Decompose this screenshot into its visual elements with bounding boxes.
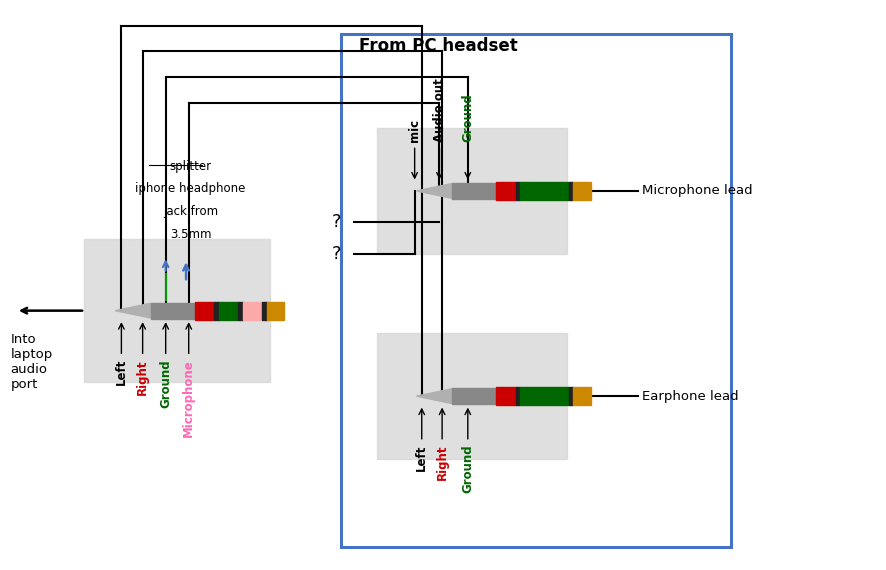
Bar [238, 302, 243, 320]
Bar [267, 302, 284, 320]
Bar [377, 333, 567, 459]
Text: Ground: Ground [462, 94, 474, 142]
Bar [377, 128, 567, 254]
Bar [151, 303, 195, 319]
Bar [496, 182, 516, 200]
Bar [262, 302, 267, 320]
Bar [341, 34, 731, 547]
Text: Microphone lead: Microphone lead [642, 185, 753, 197]
Bar [452, 183, 496, 199]
Bar [195, 302, 214, 320]
Text: iphone headphone: iphone headphone [136, 182, 245, 196]
Bar [573, 387, 591, 405]
Text: splitter: splitter [169, 160, 212, 173]
Text: 3.5mm: 3.5mm [170, 228, 211, 241]
Text: Microphone: Microphone [183, 359, 195, 437]
Text: Audio out: Audio out [433, 79, 446, 142]
Bar [516, 182, 520, 200]
Bar [573, 182, 591, 200]
Text: Ground: Ground [462, 445, 474, 493]
Bar [452, 388, 496, 404]
Polygon shape [416, 184, 452, 198]
Bar [219, 302, 238, 320]
Text: Right: Right [436, 445, 448, 480]
Text: Ground: Ground [159, 359, 172, 408]
Bar [243, 302, 262, 320]
Polygon shape [115, 303, 151, 318]
Text: Into
laptop
audio
port: Into laptop audio port [11, 333, 53, 392]
Text: Left: Left [115, 359, 128, 385]
Text: ?: ? [331, 245, 341, 263]
Text: From PC headset: From PC headset [359, 37, 517, 55]
Bar [520, 182, 569, 200]
Bar [496, 387, 516, 405]
Bar [569, 182, 573, 200]
Bar [569, 387, 573, 405]
Text: jack from: jack from [163, 205, 218, 218]
Text: ?: ? [331, 213, 341, 231]
Bar [84, 239, 270, 382]
Bar [214, 302, 219, 320]
Text: Right: Right [136, 359, 149, 394]
Text: mic: mic [408, 119, 421, 142]
Text: Left: Left [416, 445, 428, 471]
Text: Earphone lead: Earphone lead [642, 390, 739, 402]
Bar [516, 387, 520, 405]
Polygon shape [416, 389, 452, 404]
Bar [520, 387, 569, 405]
